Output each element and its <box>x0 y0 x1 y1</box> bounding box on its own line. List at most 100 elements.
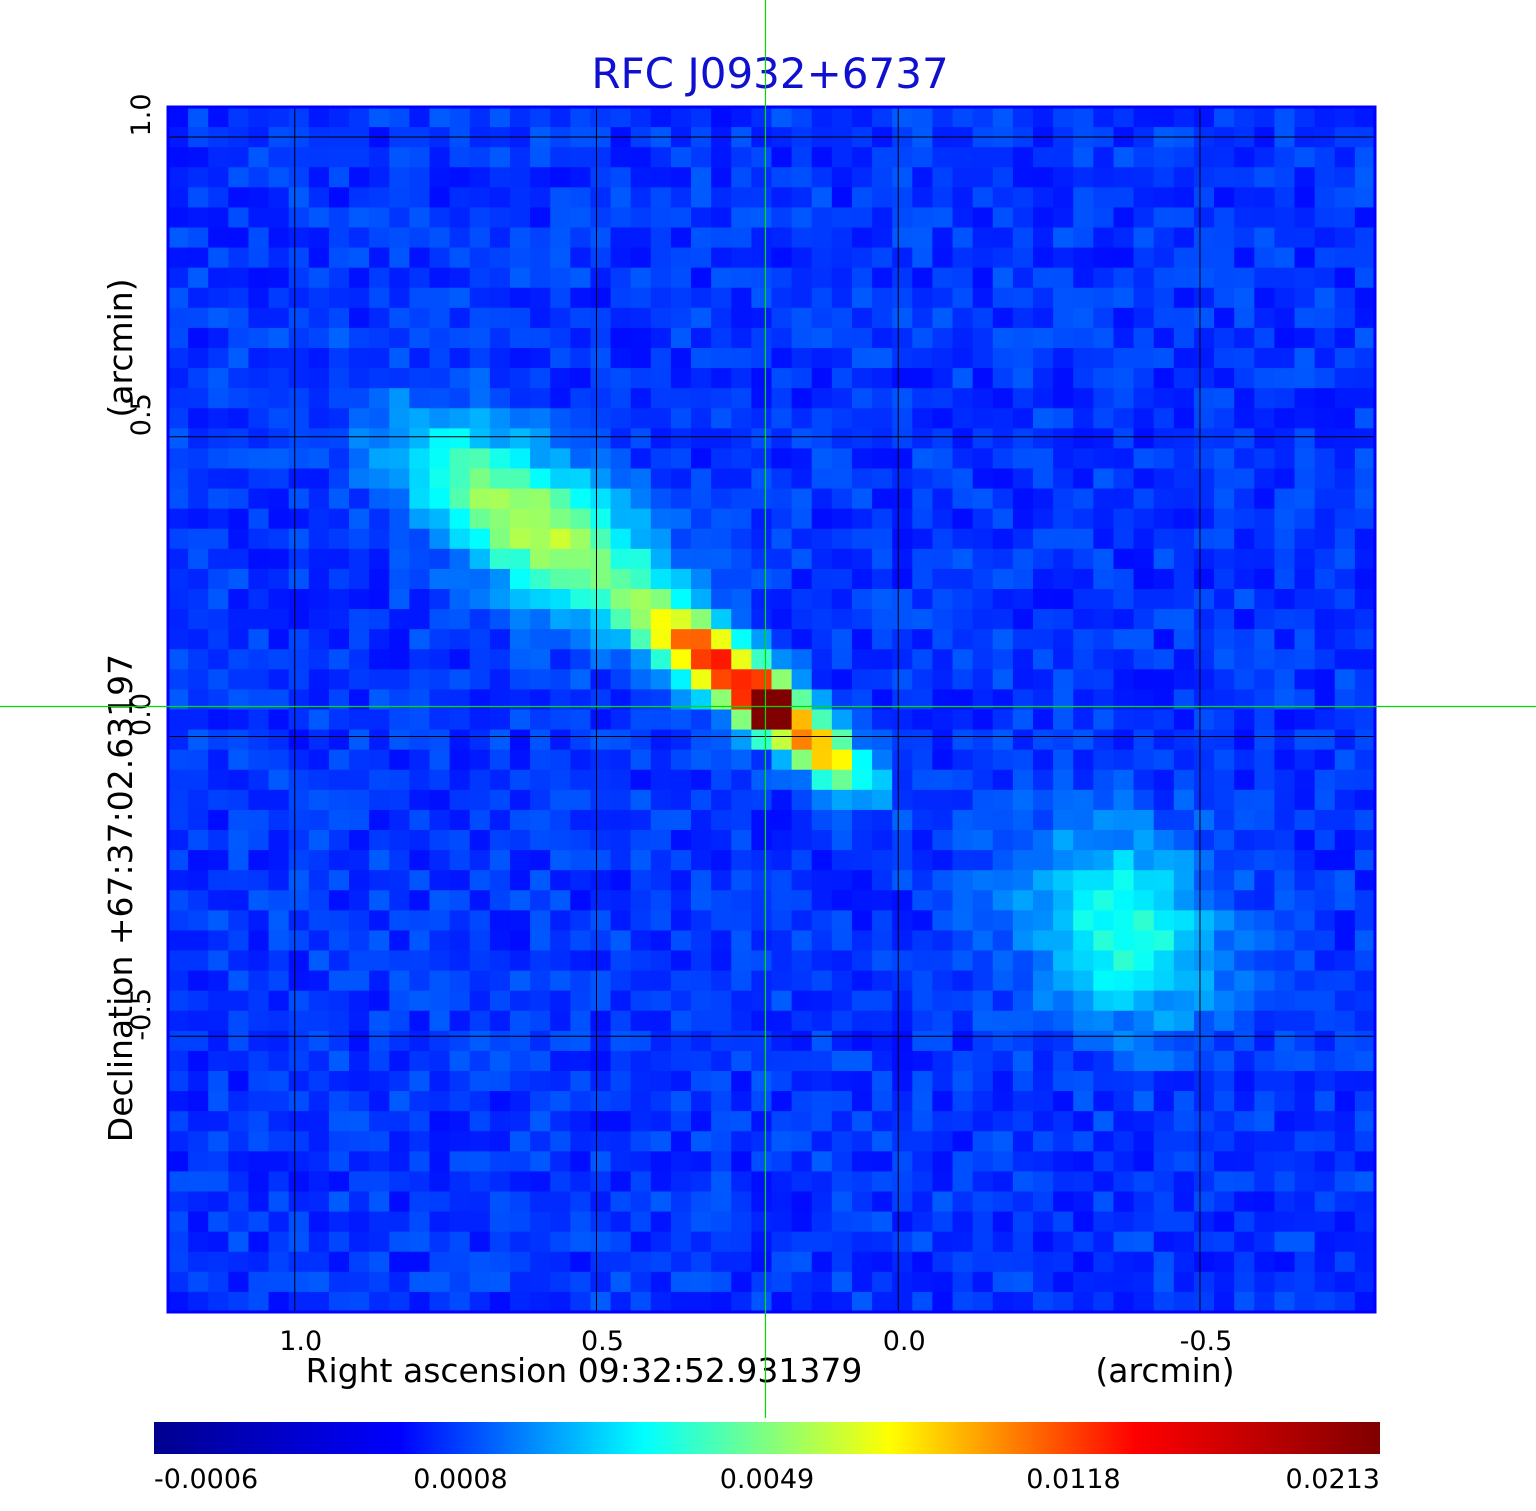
intensity-pixel <box>972 930 994 952</box>
intensity-pixel <box>228 448 250 470</box>
intensity-pixel <box>1214 609 1235 630</box>
intensity-pixel <box>691 1030 712 1052</box>
intensity-pixel <box>248 488 270 510</box>
intensity-pixel <box>1033 1231 1054 1253</box>
intensity-pixel <box>369 870 390 891</box>
intensity-pixel <box>811 1251 833 1273</box>
intensity-pixel <box>469 1231 491 1253</box>
intensity-pixel <box>691 207 712 229</box>
intensity-pixel <box>1153 830 1175 851</box>
intensity-pixel <box>691 1071 712 1092</box>
intensity-pixel <box>530 789 551 811</box>
intensity-pixel <box>389 930 410 952</box>
intensity-pixel <box>972 1271 994 1293</box>
intensity-pixel <box>1012 1291 1034 1313</box>
intensity-pixel <box>570 227 592 249</box>
intensity-pixel <box>550 1030 571 1052</box>
intensity-pixel <box>1073 709 1094 731</box>
intensity-pixel <box>851 428 873 450</box>
intensity-pixel <box>1193 870 1215 891</box>
intensity-pixel <box>1153 910 1175 932</box>
intensity-pixel <box>268 689 290 711</box>
intensity-pixel <box>872 327 893 349</box>
intensity-pixel <box>208 809 229 831</box>
intensity-pixel <box>530 568 551 590</box>
intensity-pixel <box>872 1050 893 1072</box>
intensity-pixel <box>248 548 270 570</box>
intensity-pixel <box>952 769 974 791</box>
intensity-pixel <box>610 1010 632 1032</box>
intensity-pixel <box>1012 227 1034 249</box>
intensity-pixel <box>1053 247 1074 269</box>
intensity-pixel <box>1254 769 1276 791</box>
intensity-pixel <box>570 327 592 349</box>
y-tick-labels: 1.00.50.0-0.5 <box>126 93 157 1040</box>
intensity-pixel <box>590 789 612 811</box>
intensity-pixel <box>349 227 370 249</box>
intensity-pixel <box>1093 167 1115 188</box>
intensity-pixel <box>791 508 813 530</box>
intensity-pixel <box>791 1010 813 1032</box>
intensity-pixel <box>711 548 732 570</box>
intensity-pixel <box>328 1030 350 1052</box>
intensity-pixel <box>711 729 732 751</box>
intensity-pixel <box>932 689 954 711</box>
intensity-pixel <box>1133 629 1155 650</box>
intensity-pixel <box>1234 629 1255 650</box>
intensity-pixel <box>872 1231 893 1253</box>
intensity-pixel <box>228 1191 250 1213</box>
intensity-pixel <box>610 649 632 670</box>
intensity-pixel <box>268 167 290 188</box>
intensity-pixel <box>711 1211 732 1233</box>
intensity-pixel <box>691 950 712 972</box>
intensity-pixel <box>409 167 431 188</box>
intensity-pixel <box>1133 548 1155 570</box>
intensity-pixel <box>771 1071 793 1092</box>
intensity-pixel <box>308 207 330 229</box>
intensity-pixel <box>590 609 612 630</box>
intensity-pixel <box>771 1091 793 1112</box>
intensity-pixel <box>489 910 511 932</box>
image-panel[interactable] <box>166 105 1377 1314</box>
intensity-pixel <box>1314 528 1336 550</box>
intensity-pixel <box>831 488 853 510</box>
intensity-pixel <box>530 187 551 209</box>
intensity-pixel <box>691 1171 712 1193</box>
intensity-pixel <box>1334 287 1356 309</box>
intensity-pixel <box>328 368 350 389</box>
intensity-pixel <box>1093 147 1115 168</box>
intensity-pixel <box>811 910 833 932</box>
intensity-pixel <box>912 448 934 470</box>
intensity-pixel <box>1234 1251 1255 1273</box>
intensity-pixel <box>751 990 773 1012</box>
intensity-pixel <box>731 1010 752 1032</box>
intensity-pixel <box>952 568 974 590</box>
intensity-pixel <box>711 809 732 831</box>
intensity-pixel <box>1073 910 1094 932</box>
intensity-pixel <box>288 528 310 550</box>
intensity-pixel <box>1314 729 1336 751</box>
intensity-pixel <box>650 910 672 932</box>
intensity-pixel <box>328 1291 350 1313</box>
intensity-pixel <box>972 609 994 630</box>
intensity-pixel <box>711 709 732 731</box>
intensity-pixel <box>1133 167 1155 188</box>
intensity-pixel <box>1093 870 1115 891</box>
intensity-pixel <box>711 589 732 610</box>
intensity-pixel <box>1354 970 1376 992</box>
intensity-pixel <box>308 830 330 851</box>
intensity-pixel <box>610 528 632 550</box>
intensity-pixel <box>530 107 551 128</box>
intensity-pixel <box>1274 589 1296 610</box>
intensity-pixel <box>489 850 511 871</box>
intensity-pixel <box>892 1171 913 1193</box>
intensity-pixel <box>1314 448 1336 470</box>
intensity-pixel <box>1314 167 1336 188</box>
intensity-pixel <box>1033 307 1054 329</box>
intensity-pixel <box>670 167 692 188</box>
intensity-pixel <box>590 227 612 249</box>
intensity-pixel <box>1153 1191 1175 1213</box>
intensity-pixel <box>952 408 974 429</box>
intensity-pixel <box>369 1231 390 1253</box>
intensity-pixel <box>1193 890 1215 911</box>
